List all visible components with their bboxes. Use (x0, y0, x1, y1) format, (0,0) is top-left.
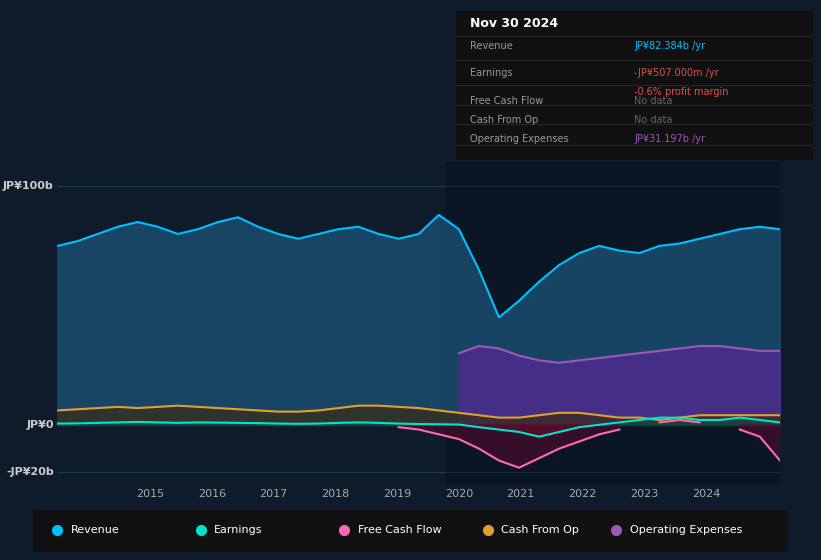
Text: Cash From Op: Cash From Op (470, 115, 539, 125)
Text: -0.6% profit margin: -0.6% profit margin (635, 87, 729, 97)
Text: Revenue: Revenue (71, 525, 119, 535)
Text: Operating Expenses: Operating Expenses (630, 525, 742, 535)
Text: JP¥0: JP¥0 (26, 420, 54, 430)
Text: Free Cash Flow: Free Cash Flow (358, 525, 441, 535)
Text: Operating Expenses: Operating Expenses (470, 134, 569, 144)
Text: No data: No data (635, 115, 672, 125)
Text: JP¥31.197b /yr: JP¥31.197b /yr (635, 134, 705, 144)
Bar (447, 162, 780, 484)
Text: Earnings: Earnings (470, 68, 512, 78)
Text: JP¥82.384b /yr: JP¥82.384b /yr (635, 41, 705, 51)
Text: Nov 30 2024: Nov 30 2024 (470, 17, 558, 30)
Text: -JP¥20b: -JP¥20b (6, 468, 54, 478)
Text: JP¥100b: JP¥100b (3, 181, 54, 192)
Text: -JP¥507.000m /yr: -JP¥507.000m /yr (635, 68, 719, 78)
Text: Free Cash Flow: Free Cash Flow (470, 96, 544, 106)
Text: Cash From Op: Cash From Op (501, 525, 579, 535)
Text: Earnings: Earnings (214, 525, 263, 535)
Text: No data: No data (635, 96, 672, 106)
Text: Revenue: Revenue (470, 41, 512, 51)
